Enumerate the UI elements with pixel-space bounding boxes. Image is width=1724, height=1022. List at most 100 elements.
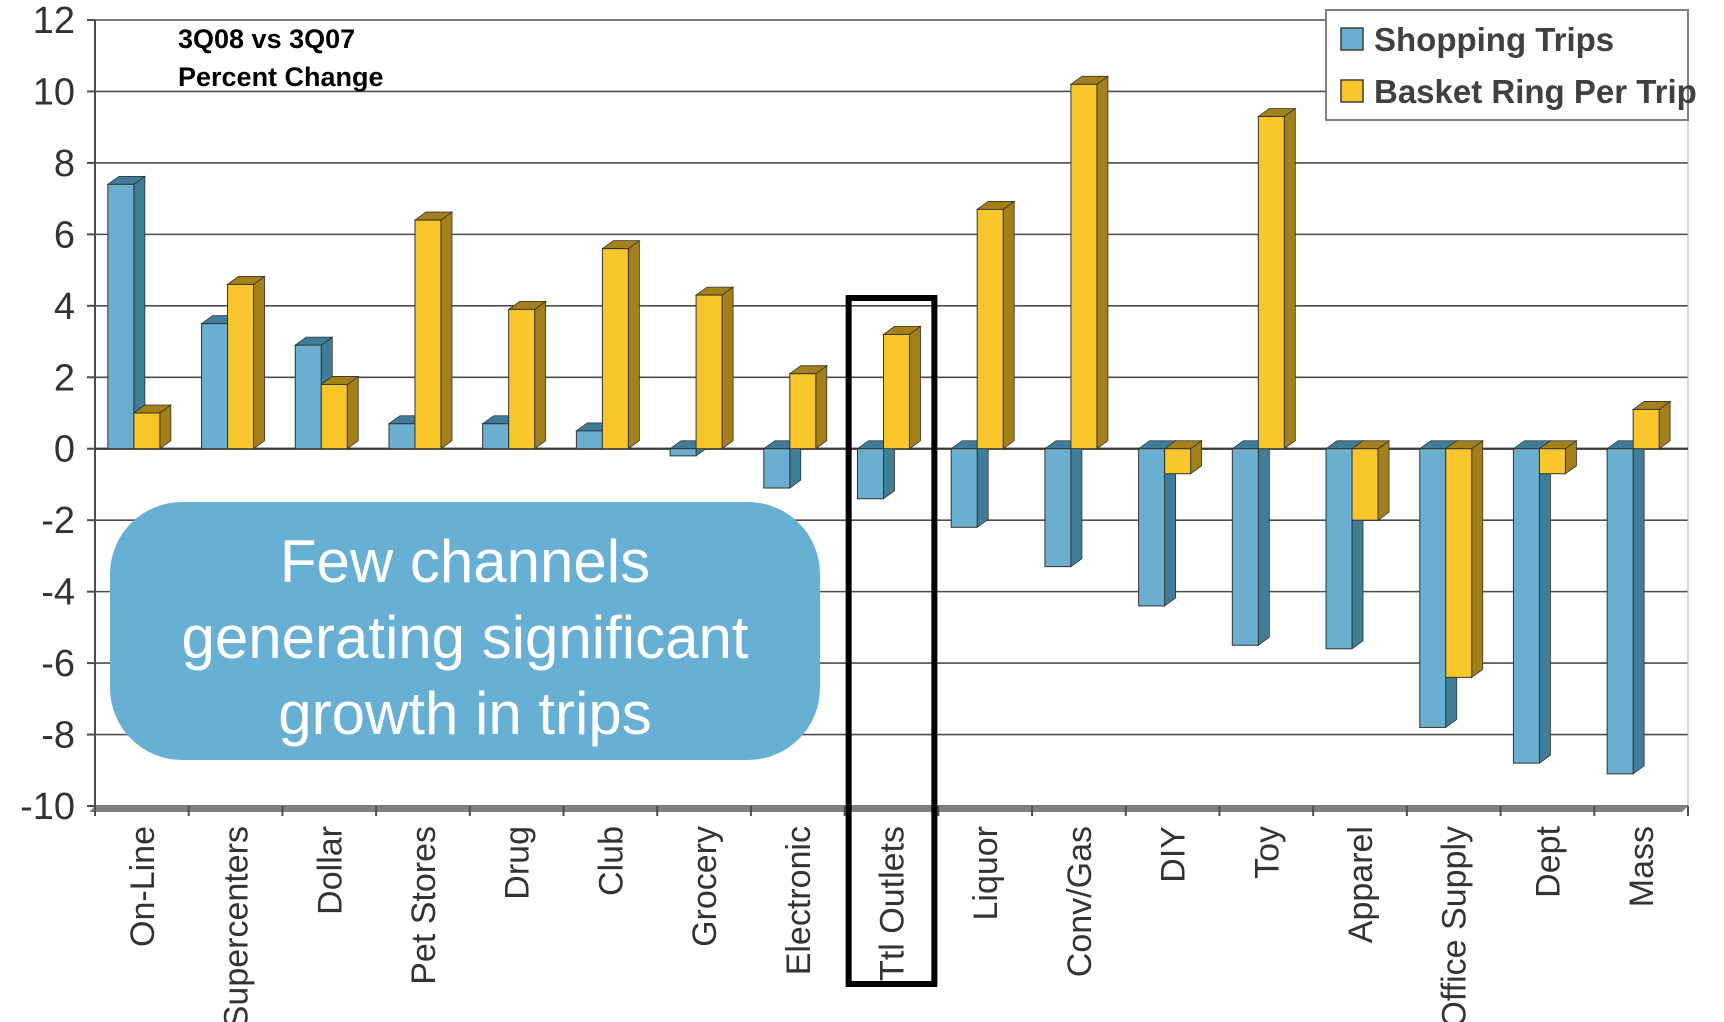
y-tick-label: 12 bbox=[33, 0, 75, 42]
bar-basket-ring-per-trip-conv-gas bbox=[1069, 75, 1110, 450]
category-label-drug: Drug bbox=[499, 826, 537, 900]
y-tick-label: 4 bbox=[54, 286, 75, 328]
bar-side bbox=[1471, 439, 1484, 679]
chart-title-line-2: Percent Change bbox=[178, 62, 384, 92]
bar-side bbox=[1070, 439, 1083, 568]
bar-front bbox=[669, 448, 697, 457]
bar-basket-ring-per-trip-drug bbox=[507, 300, 547, 450]
bar-front bbox=[508, 308, 536, 450]
bar-front bbox=[883, 333, 910, 450]
callout-line-2: generating significant bbox=[181, 604, 748, 671]
bar-front bbox=[1419, 448, 1447, 728]
bar-side bbox=[253, 275, 265, 450]
bar-side bbox=[1632, 439, 1645, 775]
category-label-supercenters: Supercenters bbox=[218, 826, 256, 1022]
y-tick-label: 0 bbox=[54, 429, 75, 471]
category-label-apparel: Apparel bbox=[1342, 826, 1380, 943]
y-tick-label: -4 bbox=[41, 572, 75, 614]
bar-front bbox=[133, 412, 161, 450]
callout-shape bbox=[110, 502, 820, 760]
bar-basket-ring-per-trip-diy bbox=[1163, 439, 1203, 475]
category-label-electronic: Electronic bbox=[780, 826, 818, 975]
bar-front bbox=[1257, 115, 1285, 450]
bar-basket-ring-per-trip-supercenters bbox=[226, 275, 266, 450]
bar-side bbox=[976, 439, 989, 529]
bar-front bbox=[107, 183, 135, 450]
bar-front bbox=[575, 430, 603, 450]
bar-basket-ring-per-trip-apparel bbox=[1350, 439, 1391, 521]
bar-front bbox=[601, 248, 629, 450]
y-tick-labels: 12 10 8 6 4 2 0 -2 -4 -6 -8 -10 bbox=[20, 0, 75, 828]
bar-shopping-trips-conv-gas bbox=[1043, 439, 1084, 568]
bars bbox=[106, 75, 1672, 775]
bar-front bbox=[950, 448, 978, 528]
bar-front bbox=[789, 373, 817, 450]
bar-basket-ring-per-trip-liquor bbox=[975, 200, 1016, 450]
bar-shopping-trips-toy bbox=[1231, 439, 1271, 647]
bar-front bbox=[1512, 448, 1540, 764]
floor-plane bbox=[89, 806, 1688, 812]
bar-front bbox=[320, 383, 348, 450]
bar-basket-ring-per-trip-dept bbox=[1538, 439, 1578, 475]
bar-shopping-trips-ttl-outlets bbox=[856, 439, 896, 500]
category-label-dept: Dept bbox=[1529, 825, 1567, 897]
legend-swatch-shopping-trips bbox=[1340, 27, 1364, 51]
bar-shopping-trips-dept bbox=[1512, 439, 1552, 764]
y-tick-label: 8 bbox=[54, 143, 75, 185]
bar-basket-ring-per-trip-toy bbox=[1257, 107, 1297, 450]
bar-basket-ring-per-trip-grocery bbox=[694, 286, 735, 450]
legend-label-basket-ring-per-trip: Basket Ring Per Trip bbox=[1374, 73, 1697, 110]
y-tick-label: 6 bbox=[54, 214, 75, 256]
bar-side bbox=[909, 325, 921, 450]
bar-side bbox=[1377, 439, 1390, 521]
bar-front bbox=[1632, 408, 1660, 450]
bar-front bbox=[482, 423, 510, 450]
bar-front bbox=[857, 448, 884, 500]
bar-front bbox=[976, 208, 1004, 450]
category-label-club: Club bbox=[592, 826, 630, 896]
bar-side bbox=[1257, 439, 1270, 647]
bar-side bbox=[534, 300, 547, 450]
y-tick-label: -6 bbox=[41, 643, 75, 685]
category-label-dollar: Dollar bbox=[311, 826, 349, 915]
bar-side bbox=[1096, 75, 1109, 450]
axes bbox=[89, 20, 1689, 816]
bar-side bbox=[627, 239, 640, 450]
bar-front bbox=[1138, 448, 1166, 607]
bar-front bbox=[1351, 448, 1379, 521]
highlight-frame bbox=[845, 295, 938, 987]
bar-basket-ring-per-trip-on-line bbox=[132, 404, 173, 450]
bar-basket-ring-per-trip-pet-stores bbox=[413, 211, 454, 450]
bar-basket-ring-per-trip-electronic bbox=[788, 364, 829, 450]
bar-side bbox=[1002, 200, 1015, 450]
bar-side bbox=[346, 375, 359, 450]
bar-front bbox=[414, 219, 442, 450]
bar-front bbox=[1325, 448, 1353, 650]
legend-box bbox=[1325, 9, 1689, 121]
bar-shopping-trips-liquor bbox=[949, 439, 990, 529]
bar-side bbox=[815, 364, 828, 450]
category-label-office-supply: Office Supply bbox=[1436, 826, 1474, 1022]
bar-basket-ring-per-trip-office-supply bbox=[1444, 439, 1484, 679]
y-tick-label: 2 bbox=[54, 357, 75, 399]
bar-front bbox=[1231, 448, 1259, 646]
y-tick-label: -10 bbox=[20, 786, 75, 828]
bar-side bbox=[440, 211, 453, 450]
bar-basket-ring-per-trip-ttl-outlets bbox=[882, 325, 922, 450]
category-label-mass: Mass bbox=[1623, 826, 1661, 907]
bar-front bbox=[695, 294, 723, 450]
y-tick-label: -8 bbox=[41, 715, 75, 757]
callout-line-1: Few channels bbox=[280, 528, 650, 595]
category-label-liquor: Liquor bbox=[967, 826, 1005, 921]
legend-label-shopping-trips: Shopping Trips bbox=[1374, 21, 1614, 58]
bar-front bbox=[1538, 448, 1566, 475]
bar-front bbox=[201, 323, 229, 450]
legend-swatch-basket-ring-per-trip bbox=[1340, 79, 1364, 103]
bar-front bbox=[763, 448, 791, 489]
category-label-diy: DIY bbox=[1155, 826, 1193, 883]
legend: Shopping Trips Basket Ring Per Trip bbox=[1325, 9, 1697, 121]
chart-title: 3Q08 vs 3Q07 Percent Change bbox=[178, 24, 384, 92]
category-label-ttl-outlets: Ttl Outlets bbox=[874, 826, 912, 981]
category-labels: On-Line Supercenters Dollar Pet Stores Drug C… bbox=[124, 825, 1661, 1022]
